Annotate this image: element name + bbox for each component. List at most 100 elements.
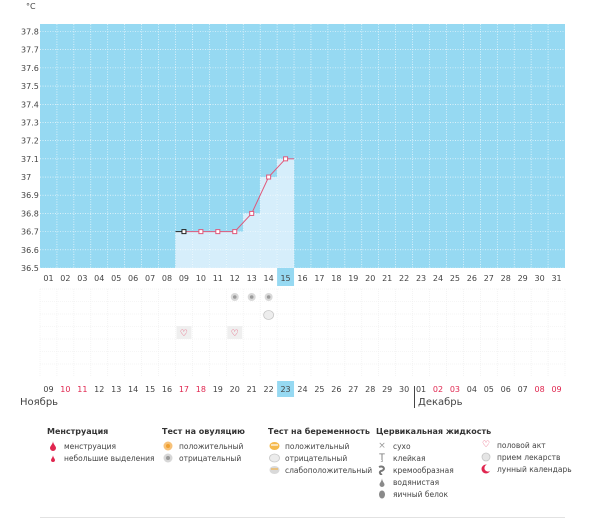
date-label: 12: [94, 385, 104, 394]
legend-item: ♡ половой акт: [480, 439, 572, 451]
legend-item: небольшие выделения: [47, 452, 155, 464]
legend-item-label: небольшие выделения: [64, 453, 155, 463]
y-tick-label: 37.6: [21, 64, 39, 73]
y-tick-label: 37.8: [21, 28, 39, 37]
legend-item-label: менструация: [64, 441, 116, 451]
x-tick-label: 01: [43, 274, 53, 283]
legend-item: отрицательный: [162, 452, 245, 464]
legend-item: кремообразная: [376, 464, 491, 476]
date-label: 01: [416, 385, 426, 394]
x-tick-label: 06: [128, 274, 138, 283]
date-label: 04: [467, 385, 477, 394]
legend-item-label: отрицательный: [179, 453, 242, 463]
legend-item-label: лунный календарь: [497, 464, 572, 474]
intercourse-cell: [227, 326, 243, 339]
creamy-icon: [376, 465, 388, 475]
legend-title: Тест на беременность: [268, 427, 370, 436]
y-tick-label: 37.2: [21, 137, 39, 146]
x-tick-label: 20: [365, 274, 375, 283]
pregnancy-weak-positive-icon: [268, 465, 280, 475]
x-tick-label: 11: [213, 274, 223, 283]
small-drop-icon: [47, 453, 59, 463]
date-label: 26: [331, 385, 341, 394]
date-label: 29: [382, 385, 392, 394]
x-tick-label: 18: [331, 274, 341, 283]
x-tick-label: 19: [348, 274, 358, 283]
temperature-bar: [226, 231, 244, 268]
dry-icon: ×: [378, 441, 386, 451]
date-label: 10: [60, 385, 70, 394]
y-tick-label: 37.1: [21, 155, 39, 164]
legend-item-label: отрицательный: [285, 453, 348, 463]
ovulation-negative-marker-core: [232, 295, 237, 299]
legend-item-label: сухо: [393, 441, 411, 451]
y-tick-label: 37.4: [21, 100, 39, 109]
y-tick-label: 36.7: [21, 228, 39, 237]
date-label: 05: [484, 385, 494, 394]
legend-item: положительный: [162, 440, 245, 452]
egg-white-icon: [376, 489, 388, 499]
temperature-bar: [243, 213, 261, 268]
x-tick-label: 14: [264, 274, 274, 283]
y-tick-label: 37: [21, 173, 31, 182]
x-tick-label: 13: [247, 274, 257, 283]
x-tick-label: 07: [145, 274, 155, 283]
bbt-chart: °C 37.8 37.7 37.6 37.5 37.4 37.3 37.2 37.1 37 36.…: [21, 2, 566, 397]
legend-item-label: прием лекарств: [497, 452, 561, 462]
data-point: [215, 229, 221, 235]
legend-item: прием лекарств: [480, 451, 572, 463]
temperature-line: [175, 156, 295, 235]
x-tick-label: 08: [162, 274, 172, 283]
month-label-second: Декабрь: [418, 397, 463, 408]
legend-item-label: половой акт: [497, 440, 546, 450]
temperature-bar: [260, 177, 278, 268]
plot-band: [40, 24, 565, 268]
date-label: 19: [213, 385, 223, 394]
y-tick-label: 36.8: [21, 209, 39, 218]
legend-pregnancy: Тест на беременность положительный отриц…: [268, 427, 372, 476]
date-label: 09: [43, 385, 53, 394]
legend-item-label: клейкая: [393, 453, 426, 463]
date-label: 07: [518, 385, 528, 394]
x-tick-label: 16: [297, 274, 307, 283]
marker-grid: [39, 288, 566, 376]
date-label: 28: [365, 385, 375, 394]
date-label: 17: [179, 385, 189, 394]
x-tick-label: 12: [230, 274, 240, 283]
x-tick-label: 02: [60, 274, 70, 283]
legend-item: менструация: [47, 440, 155, 452]
legend-other: ♡ половой акт прием лекарств лунный кале…: [480, 439, 572, 475]
pregnancy-negative-icon: [268, 453, 280, 463]
data-point: [198, 229, 204, 235]
ovulation-negative-marker-core: [249, 295, 254, 299]
today-highlight: [277, 381, 295, 397]
legend-item-label: кремообразная: [393, 465, 454, 475]
date-label: 14: [128, 385, 138, 394]
bottom-divider: [40, 517, 565, 518]
legend-item: отрицательный: [268, 452, 372, 464]
y-axis-labels: 37.8 37.7 37.6 37.5 37.4 37.3 37.2 37.1 37 36.9 36…: [21, 28, 39, 274]
blood-drop-icon: [47, 441, 59, 451]
legend-cervical: Цервикальная жидкость × сухо Ţ клейкая к…: [376, 427, 491, 500]
heart-icon: ♡: [180, 329, 188, 339]
date-label: 16: [162, 385, 172, 394]
date-label: 21: [247, 385, 257, 394]
legend-item: яичный белок: [376, 488, 491, 500]
x-tick-label: 26: [467, 274, 477, 283]
y-tick-label: 36.9: [21, 191, 39, 200]
intercourse-cell: [176, 326, 192, 339]
legend-item-label: водянистая: [393, 477, 440, 487]
x-tick-label: 17: [314, 274, 324, 283]
legend-item-label: положительный: [179, 441, 244, 451]
legend-menstruation: Менструация менструация небольшие выделе…: [47, 427, 155, 464]
date-label: 18: [196, 385, 206, 394]
ovulation-positive-icon: [162, 441, 174, 451]
x-tick-label: 25: [450, 274, 460, 283]
legend-item: слабоположительный: [268, 464, 372, 476]
legend-item-label: слабоположительный: [285, 465, 373, 475]
y-tick-label: 37.5: [21, 82, 39, 91]
heart-icon: ♡: [231, 329, 239, 339]
pregnancy-negative-marker: [263, 310, 275, 320]
legend-item: × сухо: [376, 440, 491, 452]
legend-item: положительный: [268, 440, 372, 452]
